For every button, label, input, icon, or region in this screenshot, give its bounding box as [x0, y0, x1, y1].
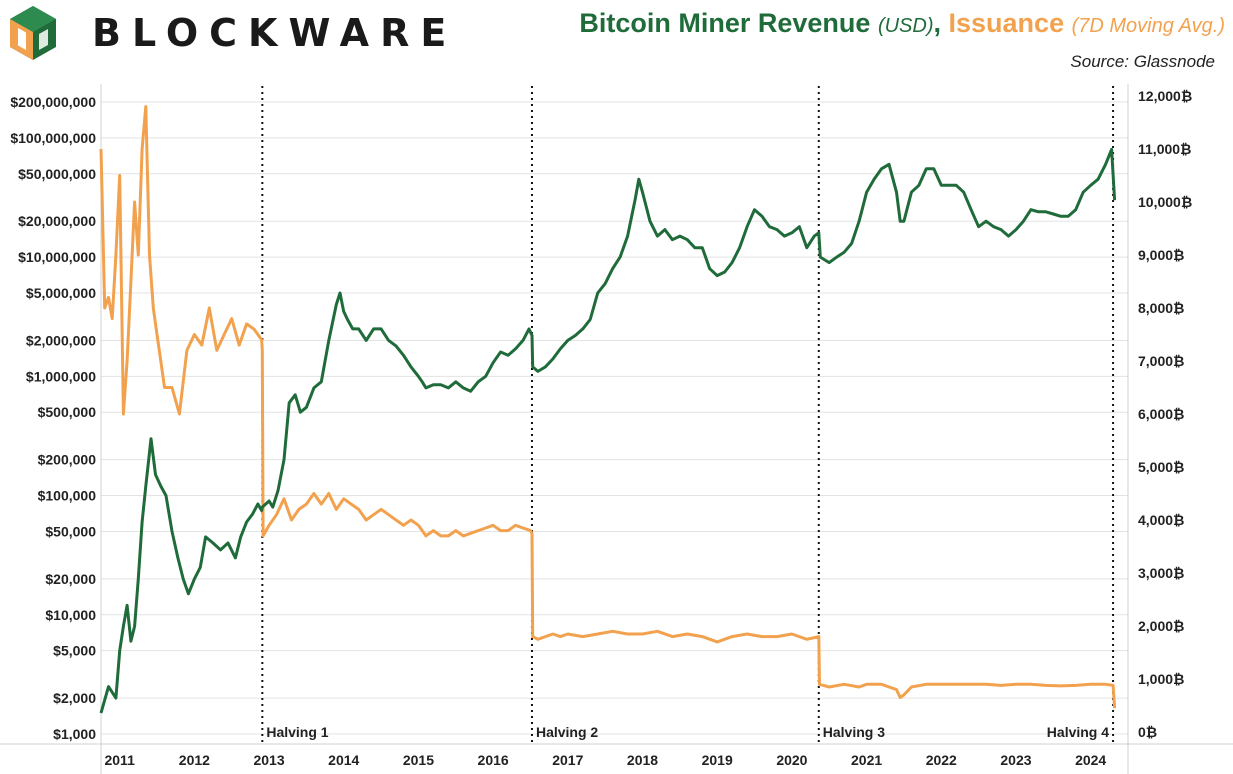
left-tick-label: $10,000	[45, 607, 96, 623]
halving-label: Halving 2	[536, 724, 598, 740]
x-tick-label: 2016	[478, 752, 509, 768]
left-tick-label: $5,000	[53, 643, 96, 659]
x-tick-label: 2019	[702, 752, 733, 768]
right-tick-label: 2,000₿	[1138, 618, 1184, 634]
halving-label: Halving 1	[266, 724, 328, 740]
x-tick-label: 2021	[851, 752, 882, 768]
left-tick-label: $5,000,000	[26, 285, 96, 301]
right-tick-label: 11,000₿	[1138, 141, 1191, 157]
halving-label: Halving 3	[823, 724, 885, 740]
left-tick-label: $500,000	[38, 404, 97, 420]
right-tick-label: 9,000₿	[1138, 247, 1184, 263]
title-revenue: Bitcoin Miner Revenue	[579, 8, 871, 38]
x-tick-label: 2020	[776, 752, 807, 768]
left-tick-label: $10,000,000	[18, 249, 96, 265]
chart-source: Source: Glassnode	[1070, 52, 1215, 71]
left-tick-label: $50,000,000	[18, 166, 96, 182]
title-revenue-unit: (USD)	[877, 15, 934, 37]
brand-name: BLOCKWARE	[92, 11, 458, 55]
x-tick-label: 2023	[1000, 752, 1031, 768]
blockware-logo-icon	[10, 6, 56, 60]
x-tick-label: 2013	[253, 752, 284, 768]
right-tick-label: 5,000₿	[1138, 459, 1184, 475]
chart-title: Bitcoin Miner Revenue (USD), Issuance (7…	[579, 8, 1225, 39]
left-tick-label: $200,000,000	[10, 94, 96, 110]
left-tick-label: $1,000	[53, 726, 96, 742]
x-tick-label: 2024	[1075, 752, 1106, 768]
brand-logo: BLOCKWARE	[8, 4, 457, 62]
right-tick-label: 4,000₿	[1138, 512, 1184, 528]
left-tick-label: $20,000	[45, 571, 96, 587]
grid-lines	[0, 84, 1233, 774]
left-tick-label: $2,000,000	[26, 332, 96, 348]
left-tick-label: $1,000,000	[26, 368, 96, 384]
halving-markers: Halving 1 Halving 2 Halving 3 Halving 4	[261, 86, 1115, 744]
left-tick-label: $20,000,000	[18, 213, 96, 229]
halving-label: Halving 4	[1047, 724, 1109, 740]
right-tick-label: 6,000₿	[1138, 406, 1184, 422]
right-tick-label: 0₿	[1138, 724, 1157, 740]
title-separator: ,	[933, 8, 941, 38]
right-tick-label: 10,000₿	[1138, 194, 1192, 210]
x-tick-label: 2011	[104, 752, 135, 768]
x-axis-ticks: 2011 2012 2013 2014 2015 2016 2017 2018 2019 2020…	[104, 752, 1106, 768]
right-tick-label: 12,000₿	[1138, 88, 1192, 104]
revenue-line	[99, 147, 1117, 714]
right-tick-label: 1,000₿	[1138, 671, 1184, 687]
x-tick-label: 2017	[552, 752, 583, 768]
left-tick-label: $200,000	[38, 452, 97, 468]
x-tick-label: 2014	[328, 752, 359, 768]
title-issuance: Issuance	[948, 8, 1065, 38]
title-issuance-unit: (7D Moving Avg.)	[1071, 15, 1225, 37]
issuance-line	[99, 105, 1117, 709]
right-tick-label: 7,000₿	[1138, 353, 1184, 369]
left-tick-label: $2,000	[53, 690, 96, 706]
right-tick-label: 3,000₿	[1138, 565, 1184, 581]
series-lines	[99, 105, 1117, 714]
left-tick-label: $100,000,000	[10, 130, 96, 146]
left-tick-label: $50,000	[45, 523, 96, 539]
x-tick-label: 2022	[926, 752, 957, 768]
left-tick-label: $100,000	[38, 488, 97, 504]
x-tick-label: 2018	[627, 752, 658, 768]
left-axis-ticks: $200,000,000 $100,000,000 $50,000,000 $20,0…	[10, 94, 96, 742]
x-tick-label: 2012	[179, 752, 210, 768]
right-axis-ticks: 12,000₿ 11,000₿ 10,000₿ 9,000₿ 8,000₿ 7,000₿ 6…	[1138, 88, 1192, 740]
x-tick-label: 2015	[403, 752, 434, 768]
right-tick-label: 8,000₿	[1138, 300, 1184, 316]
